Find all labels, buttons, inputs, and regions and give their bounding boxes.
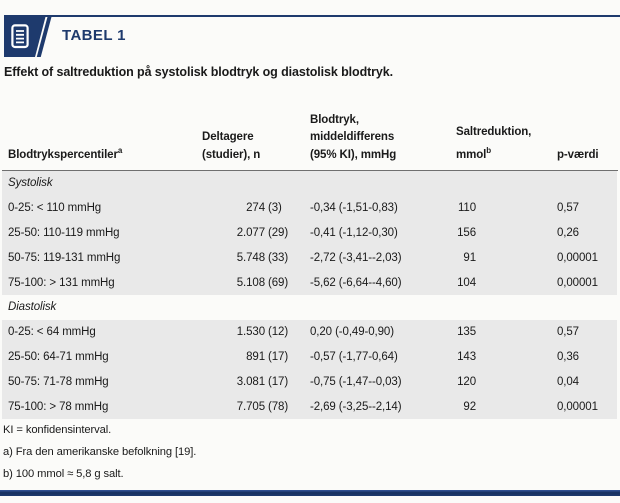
- bp-difference-cell: -0,34 (-1,51-0,83): [310, 202, 398, 215]
- column-header-percentiles: Blodtrykspercentilera: [8, 142, 202, 164]
- table-number-title: TABEL 1: [62, 27, 126, 44]
- p-value-cell: 0,00001: [557, 400, 598, 413]
- table-row: 25-50: 64-71 mmHg 891 (17) -0,57 (-1,77-0…: [2, 344, 617, 370]
- table-row: 75-100: > 131 mmHg 5.108 (69) -5,62 (-6,6…: [2, 270, 617, 295]
- bp-difference-cell: -5,62 (-6,64--4,60): [310, 276, 402, 289]
- salt-reduction-cell: 92: [463, 400, 476, 413]
- bp-difference-cell: -2,72 (-3,41--2,03): [310, 251, 402, 264]
- bp-difference-cell: -2,69 (-3,25--2,14): [310, 400, 402, 413]
- bottom-divider: [0, 490, 620, 496]
- table-row: 0-25: < 110 mmHg 274 (3) -0,34 (-1,51-0,8…: [2, 195, 617, 221]
- bp-difference-cell: -0,41 (-1,12-0,30): [310, 226, 398, 239]
- salt-reduction-cell: 135: [457, 326, 476, 339]
- table-caption: Effekt of saltreduktion på systolisk blo…: [4, 65, 394, 79]
- table-row: 75-100: > 78 mmHg 7.705 (78) -2,69 (-3,25…: [2, 394, 617, 419]
- salt-reduction-cell: 110: [457, 202, 476, 215]
- studies-n: (17): [268, 350, 289, 363]
- studies-n: (12): [268, 326, 289, 339]
- column-header-label: (studier), n: [202, 148, 261, 161]
- table-header-row: Blodtrykspercentilera Deltagere (studier…: [2, 102, 618, 171]
- participants-n: 1.530: [236, 326, 265, 339]
- section-title: Diastolisk: [8, 301, 57, 314]
- salt-reduction-cell: 120: [457, 375, 476, 388]
- percentile-cell: 50-75: 71-78 mmHg: [8, 375, 109, 388]
- percentile-cell: 50-75: 119-131 mmHg: [8, 251, 121, 264]
- percentile-cell: 75-100: > 131 mmHg: [8, 276, 115, 289]
- column-header-label: middeldifferens: [310, 131, 395, 143]
- participants-n: 891: [246, 350, 265, 363]
- footnote-b: b) 100 mmol ≈ 5,8 g salt.: [3, 467, 124, 480]
- studies-n: (29): [268, 226, 289, 239]
- percentile-cell: 0-25: < 64 mmHg: [8, 326, 96, 339]
- footnote-a: a) Fra den amerikanske befolkning [19].: [3, 445, 197, 458]
- table-row: 0-25: < 64 mmHg 1.530 (12) 0,20 (-0,49-0,…: [2, 319, 617, 345]
- column-header-participants: Deltagere (studier), n: [202, 129, 308, 164]
- percentile-cell: 0-25: < 110 mmHg: [8, 202, 102, 215]
- p-value-cell: 0,00001: [557, 276, 598, 289]
- column-header-label: Blodtryk,: [310, 113, 359, 126]
- salt-reduction-cell: 104: [457, 276, 476, 289]
- participants-n: 5.108: [236, 276, 265, 289]
- footnote-marker-b: b: [486, 145, 492, 155]
- salt-reduction-cell: 91: [463, 251, 476, 264]
- section-row-systolic: Systolisk: [2, 171, 617, 196]
- column-header-bp-difference: Blodtryk, middeldifferens (95% KI), mmHg: [308, 112, 456, 165]
- table-row: 25-50: 110-119 mmHg 2.077 (29) -0,41 (-1,…: [2, 220, 617, 246]
- participants-cell: 1.530 (12): [202, 326, 308, 338]
- percentile-cell: 25-50: 64-71 mmHg: [8, 350, 109, 363]
- percentile-cell: 75-100: > 78 mmHg: [8, 400, 109, 413]
- participants-cell: 5.108 (69): [202, 277, 308, 289]
- salt-reduction-cell: 143: [457, 350, 476, 363]
- column-header-label: mmolb: [456, 142, 491, 164]
- p-value-cell: 0,00001: [557, 251, 598, 264]
- participants-n: 2.077: [236, 226, 265, 239]
- participants-cell: 3.081 (17): [202, 376, 308, 388]
- table-row: 50-75: 71-78 mmHg 3.081 (17) -0,75 (-1,47…: [2, 369, 617, 395]
- column-header-label: Blodtrykspercentiler: [8, 148, 118, 161]
- bp-difference-cell: 0,20 (-0,49-0,90): [310, 326, 394, 339]
- participants-n: 5.748: [236, 251, 265, 264]
- table-footnotes: KI = konfidensinterval. a) Fra den ameri…: [3, 420, 196, 485]
- footnote-ki: KI = konfidensinterval.: [3, 424, 112, 436]
- bp-difference-cell: -0,57 (-1,77-0,64): [310, 350, 398, 363]
- p-value-cell: 0,26: [557, 226, 579, 239]
- participants-n: 3.081: [236, 375, 265, 388]
- participants-cell: 891 (17): [202, 351, 308, 363]
- column-header-salt-reduction: Saltreduktion, mmolb: [456, 124, 532, 164]
- participants-cell: 274 (3): [202, 202, 308, 214]
- studies-n: (3): [268, 202, 282, 215]
- p-value-cell: 0,57: [557, 326, 579, 339]
- bp-difference-cell: -0,75 (-1,47--0,03): [310, 375, 402, 388]
- section-row-diastolic: Diastolisk: [2, 294, 617, 320]
- column-header-p-value: p-værdi: [557, 148, 599, 161]
- studies-n: (69): [268, 276, 289, 289]
- column-header-label: (95% KI), mmHg: [310, 148, 397, 161]
- studies-n: (17): [268, 375, 289, 388]
- studies-n: (33): [268, 251, 289, 264]
- salt-reduction-cell: 156: [457, 226, 476, 239]
- column-header-label: mmol: [456, 148, 487, 161]
- participants-cell: 2.077 (29): [202, 227, 308, 239]
- top-divider: [4, 15, 620, 17]
- participants-cell: 7.705 (78): [202, 401, 308, 413]
- studies-n: (78): [268, 400, 289, 413]
- participants-cell: 5.748 (33): [202, 252, 308, 264]
- document-lines-icon: [11, 24, 30, 49]
- table-body: Systolisk 0-25: < 110 mmHg 274 (3) -0,34 …: [2, 171, 617, 419]
- table-row: 50-75: 119-131 mmHg 5.748 (33) -2,72 (-3,…: [2, 245, 617, 271]
- section-title: Systolisk: [8, 177, 53, 190]
- participants-n: 7.705: [236, 400, 265, 413]
- p-value-cell: 0,04: [557, 375, 579, 388]
- p-value-cell: 0,36: [557, 350, 579, 363]
- participants-n: 274: [246, 202, 265, 215]
- footnote-marker-a: a: [117, 145, 123, 155]
- column-header-label: Saltreduktion,: [456, 126, 532, 139]
- column-header-label: Deltagere: [202, 131, 254, 143]
- percentile-cell: 25-50: 110-119 mmHg: [8, 226, 120, 239]
- p-value-cell: 0,57: [557, 202, 579, 215]
